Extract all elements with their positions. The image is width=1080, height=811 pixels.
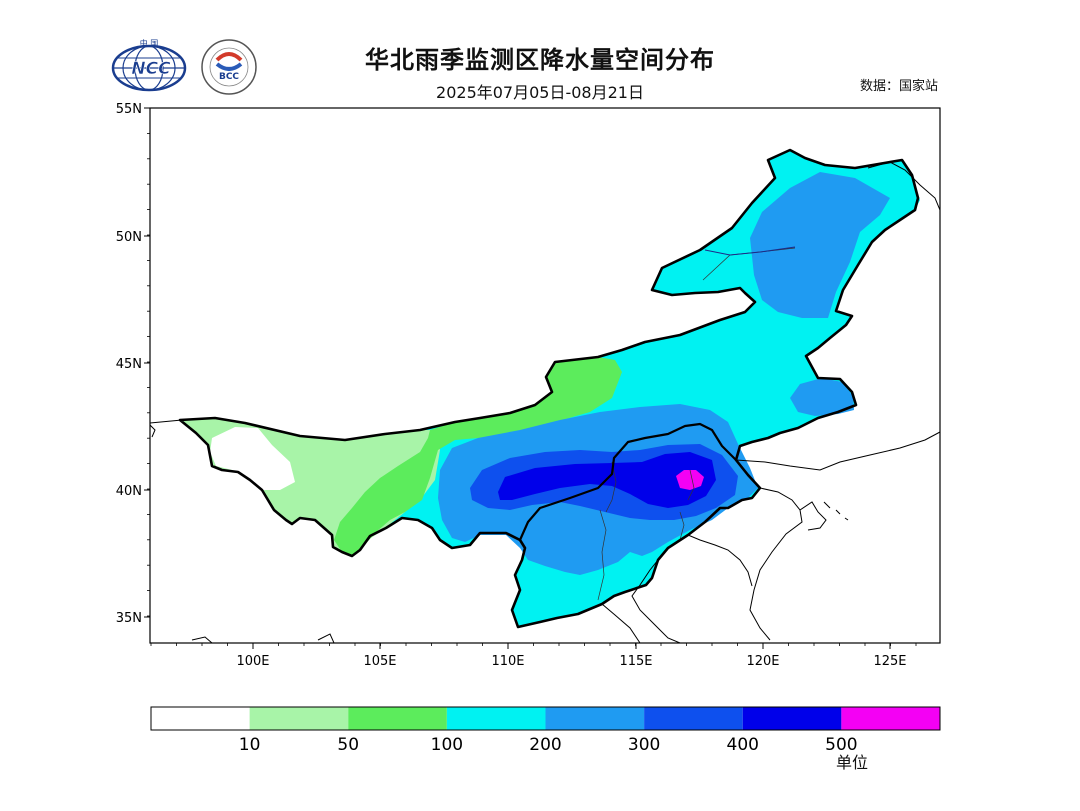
bcc-logo: BCC — [200, 38, 258, 100]
ncc-logo: 中 国 NCC — [107, 38, 191, 98]
precip-band-200-300-northeast — [750, 172, 890, 318]
lon-tick-label: 115E — [619, 654, 652, 669]
map-subtitle: 2025年07月05日-08月21日 — [436, 83, 644, 102]
lon-tick-label: 120E — [746, 654, 779, 669]
province-border-lines — [597, 247, 796, 601]
lon-tick-label: 100E — [236, 654, 269, 669]
lat-tick-label: 55N — [116, 102, 142, 117]
precip-band-200-300-east — [790, 378, 854, 416]
precip-band-below-10 — [210, 427, 295, 490]
lon-tick-label: 110E — [491, 654, 524, 669]
lat-tick-label: 50N — [116, 230, 142, 245]
map-title: 华北雨季监测区降水量空间分布 — [365, 46, 715, 74]
bcc-logo-text: BCC — [219, 72, 239, 82]
river-lines — [704, 246, 796, 256]
precip-band-above-500 — [676, 470, 704, 490]
lon-tick-label: 105E — [363, 654, 396, 669]
ncc-logo-text: NCC — [131, 59, 171, 79]
lat-tick-label: 40N — [116, 484, 142, 499]
lat-tick-label: 45N — [116, 357, 142, 372]
lon-tick-label: 125E — [873, 654, 906, 669]
monitoring-region-outline — [178, 148, 920, 629]
ncc-logo-top-text: 中 国 — [140, 38, 159, 48]
longitude-axis: 100E 105E 110E 115E 120E 125E — [150, 643, 917, 669]
precip-band-50-100 — [334, 357, 622, 556]
neighbor-border-lines — [150, 161, 940, 643]
latitude-axis: 55N 50N 45N 40N 35N — [116, 102, 150, 626]
lat-tick-label: 35N — [116, 611, 142, 626]
data-source-label: 数据：国家站 — [859, 79, 938, 94]
inner-region-outline — [518, 422, 737, 541]
map-area — [150, 148, 940, 643]
